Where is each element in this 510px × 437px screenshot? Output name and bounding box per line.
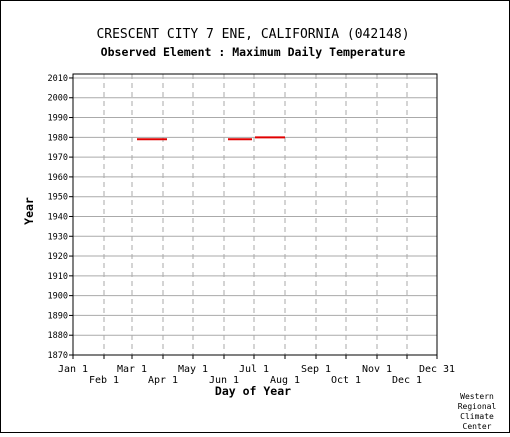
y-axis-label: Year bbox=[22, 197, 36, 225]
y-tick-label: 2010 bbox=[48, 74, 68, 84]
x-tick-label: Dec 31 bbox=[419, 364, 455, 375]
y-tick-label: 1880 bbox=[48, 331, 68, 341]
x-tick-label: Oct 1 bbox=[331, 375, 361, 386]
data-segments bbox=[137, 136, 285, 141]
x-tick-label: Jul 1 bbox=[239, 364, 269, 375]
credit-line-2: Regional bbox=[458, 402, 497, 411]
x-axis-ticks: Jan 1 Mar 1 May 1 Jul 1 Sep 1 Nov 1 Dec 31 Feb … bbox=[58, 355, 455, 386]
x-tick-label: Apr 1 bbox=[148, 375, 178, 386]
y-tick-label: 1930 bbox=[48, 232, 68, 242]
y-axis-ticks: 1870 1880 1890 1900 1910 1920 1930 1940 1950 1960… bbox=[48, 74, 73, 361]
y-tick-label: 1940 bbox=[48, 212, 68, 222]
y-tick-label: 1970 bbox=[48, 153, 68, 163]
x-tick-label: Nov 1 bbox=[362, 364, 392, 375]
y-tick-label: 2000 bbox=[48, 94, 68, 104]
wrcc-credit: Western Regional Climate Center bbox=[458, 392, 497, 431]
x-tick-label: Feb 1 bbox=[89, 375, 119, 386]
x-tick-label: May 1 bbox=[178, 364, 208, 375]
x-axis-label: Day of Year bbox=[215, 384, 291, 398]
x-tick-label: Jun 1 bbox=[209, 375, 239, 386]
x-tick-label: Aug 1 bbox=[270, 375, 300, 386]
y-tick-label: 1900 bbox=[48, 292, 68, 302]
plot-border bbox=[72, 73, 438, 356]
credit-line-1: Western bbox=[460, 392, 494, 401]
chart-title: CRESCENT CITY 7 ENE, CALIFORNIA (042148) bbox=[96, 27, 409, 42]
credit-line-3: Climate bbox=[460, 412, 494, 421]
y-tick-label: 1870 bbox=[48, 351, 68, 361]
credit-line-4: Center bbox=[463, 422, 492, 431]
x-tick-label: Mar 1 bbox=[117, 364, 147, 375]
x-tick-label: Jan 1 bbox=[58, 364, 88, 375]
chart-subtitle: Observed Element : Maximum Daily Tempera… bbox=[101, 45, 406, 59]
y-tick-label: 1920 bbox=[48, 252, 68, 262]
x-tick-label: Dec 1 bbox=[392, 375, 422, 386]
y-tick-label: 1890 bbox=[48, 311, 68, 321]
grid-lines bbox=[73, 74, 437, 355]
y-tick-label: 1960 bbox=[48, 173, 68, 183]
y-tick-label: 1990 bbox=[48, 114, 68, 124]
y-tick-label: 1910 bbox=[48, 272, 68, 282]
x-tick-label: Sep 1 bbox=[301, 364, 331, 375]
y-tick-label: 1950 bbox=[48, 193, 68, 203]
plot-area bbox=[73, 74, 437, 355]
y-tick-label: 1980 bbox=[48, 133, 68, 143]
